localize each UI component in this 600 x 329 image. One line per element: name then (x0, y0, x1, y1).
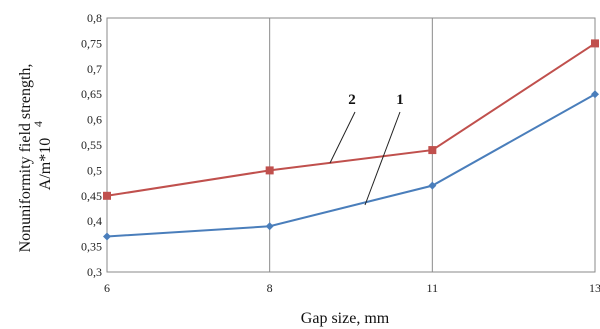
series-line-1 (106, 93, 596, 238)
y-axis-title-line1: Nonuniformity field strength, (17, 64, 34, 253)
data-point (265, 166, 274, 175)
y-tick-label: 0,4 (87, 214, 102, 228)
data-point (103, 191, 111, 200)
plot-border (106, 17, 596, 273)
data-point (265, 222, 274, 231)
y-tick-label: 0,65 (81, 87, 102, 101)
y-axis-title: Nonuniformity field strength, A/m*10 4 (17, 64, 54, 253)
data-point (591, 90, 599, 99)
y-tick-label: 0,35 (81, 240, 102, 254)
data-point (428, 146, 437, 155)
x-axis-ticks: 6 8 11 13 (104, 281, 600, 295)
x-tick-label: 13 (589, 281, 600, 295)
plot-area (106, 17, 596, 273)
x-tick-label: 8 (267, 281, 273, 295)
y-tick-label: 0,3 (87, 265, 102, 279)
series-line-2 (106, 42, 596, 197)
x-tick-label: 6 (104, 281, 110, 295)
y-axis-title-line2: A/m*10 (37, 138, 54, 190)
series-label-1: 1 (396, 92, 404, 108)
y-axis-title-exponent: 4 (31, 121, 45, 127)
y-tick-label: 0,6 (87, 113, 102, 127)
y-axis-ticks: 0,3 0,35 0,4 0,45 0,5 0,55 0,6 0,65 0,7 0,75 0,8 (81, 11, 102, 279)
y-tick-label: 0,45 (81, 189, 102, 203)
leader-line-1 (364, 111, 401, 206)
data-point (103, 232, 111, 241)
y-tick-label: 0,7 (87, 62, 102, 76)
data-point (591, 39, 599, 48)
data-point (428, 181, 437, 190)
y-tick-label: 0,8 (87, 11, 102, 25)
leader-line-2 (329, 111, 356, 164)
x-axis-title: Gap size, mm (301, 310, 390, 327)
x-tick-label: 11 (427, 281, 439, 295)
series-group (103, 39, 599, 241)
y-tick-label: 0,5 (87, 163, 102, 177)
series-label-2: 2 (348, 92, 356, 108)
y-tick-label: 0,75 (81, 36, 102, 50)
y-tick-label: 0,55 (81, 138, 102, 152)
